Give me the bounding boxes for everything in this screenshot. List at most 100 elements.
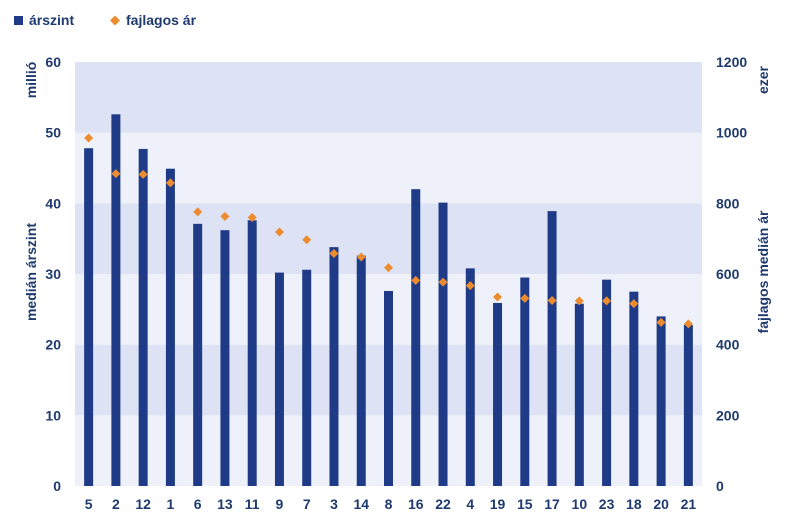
x-tick-15: 15 [517, 496, 533, 512]
bar-1 [165, 168, 175, 486]
x-tick-16: 16 [408, 496, 424, 512]
marker-3 [329, 249, 339, 259]
bar-15 [520, 277, 530, 486]
left-tick-0: 0 [53, 478, 61, 494]
marker-21 [683, 319, 693, 329]
marker-20 [656, 317, 666, 327]
marker-8 [384, 263, 393, 273]
bar-19 [493, 302, 503, 486]
marker-1 [165, 178, 175, 188]
x-tick-4: 4 [466, 496, 474, 512]
left-tick-30: 30 [45, 266, 61, 282]
marker-15 [520, 293, 530, 303]
bar-13 [220, 230, 230, 486]
left-tick-10: 10 [45, 407, 61, 423]
marker-4 [465, 281, 475, 291]
marker-2 [111, 169, 121, 179]
x-axis-ticks: 5 2 12 1 6 13 11 9 7 3 14 8 16 22 4 19 15 17 10 23 18 20 21 [85, 496, 697, 512]
left-tick-20: 20 [45, 337, 61, 353]
bar-11 [247, 220, 257, 486]
plot-band [75, 62, 702, 133]
marker-19 [493, 292, 503, 302]
legend-swatch-fajlagos [110, 15, 120, 26]
x-tick-17: 17 [544, 496, 560, 512]
bars [84, 114, 693, 487]
x-tick-5: 5 [85, 496, 93, 512]
markers [84, 133, 693, 329]
bar-10 [574, 303, 584, 486]
x-tick-23: 23 [599, 496, 615, 512]
x-tick-14: 14 [353, 496, 369, 512]
x-tick-13: 13 [217, 496, 233, 512]
left-axis-title: medián árszint [23, 223, 39, 321]
bar-22 [438, 202, 448, 487]
marker-9 [274, 227, 284, 237]
bar-18 [629, 291, 639, 486]
marker-5 [84, 133, 94, 143]
right-tick-800: 800 [716, 195, 740, 211]
right-tick-400: 400 [716, 337, 740, 353]
legend: árszint fajlagos ár [14, 12, 197, 28]
bar-2 [111, 114, 121, 486]
legend-label-fajlagos: fajlagos ár [126, 12, 197, 28]
marker-6 [193, 207, 203, 217]
bar-16 [411, 189, 421, 486]
x-tick-8: 8 [385, 496, 393, 512]
left-unit-label: millió [23, 62, 39, 99]
x-tick-21: 21 [681, 496, 697, 512]
x-tick-18: 18 [626, 496, 642, 512]
marker-18 [629, 299, 639, 309]
right-tick-200: 200 [716, 407, 740, 423]
x-tick-7: 7 [303, 496, 311, 512]
right-axis-title: fajlagos medián ár [755, 210, 771, 333]
bar-21 [683, 324, 693, 486]
bar-20 [656, 316, 666, 486]
plot-background [75, 62, 702, 486]
right-axis-ticks: 0 200 400 600 800 1000 1200 [716, 54, 747, 494]
bar-3 [329, 247, 339, 486]
bar-23 [602, 279, 612, 486]
right-tick-600: 600 [716, 266, 740, 282]
left-tick-40: 40 [45, 195, 61, 211]
marker-7 [302, 235, 312, 245]
legend-label-arszint: árszint [29, 12, 74, 28]
right-unit-label: ezer [755, 65, 771, 94]
legend-swatch-arszint [14, 16, 23, 25]
right-tick-0: 0 [716, 478, 724, 494]
x-tick-3: 3 [330, 496, 338, 512]
marker-16 [411, 275, 421, 285]
x-tick-22: 22 [435, 496, 451, 512]
x-tick-2: 2 [112, 496, 120, 512]
x-tick-1: 1 [167, 496, 175, 512]
marker-12 [138, 169, 148, 179]
marker-10 [574, 296, 584, 306]
x-tick-9: 9 [276, 496, 284, 512]
bar-14 [356, 255, 366, 486]
bar-17 [547, 211, 557, 486]
left-tick-50: 50 [45, 125, 61, 141]
x-tick-20: 20 [653, 496, 669, 512]
left-tick-60: 60 [45, 54, 61, 70]
bar-9 [274, 272, 284, 486]
x-tick-11: 11 [245, 496, 260, 512]
bar-12 [138, 148, 148, 487]
x-tick-10: 10 [572, 496, 588, 512]
marker-11 [247, 212, 257, 222]
bar-8 [384, 290, 393, 486]
marker-23 [602, 296, 612, 306]
plot-band [75, 203, 702, 274]
x-tick-19: 19 [490, 496, 506, 512]
marker-14 [356, 252, 366, 262]
bar-6 [193, 223, 203, 486]
marker-17 [547, 296, 557, 305]
plot-band [75, 132, 702, 204]
x-tick-12: 12 [135, 496, 151, 512]
bar-4 [465, 268, 475, 486]
right-tick-1200: 1200 [716, 54, 747, 70]
bar-5 [84, 148, 94, 487]
marker-13 [220, 211, 230, 221]
right-tick-1000: 1000 [716, 125, 747, 141]
left-axis-ticks: 0 10 20 30 40 50 60 [45, 54, 61, 494]
marker-22 [438, 277, 448, 287]
